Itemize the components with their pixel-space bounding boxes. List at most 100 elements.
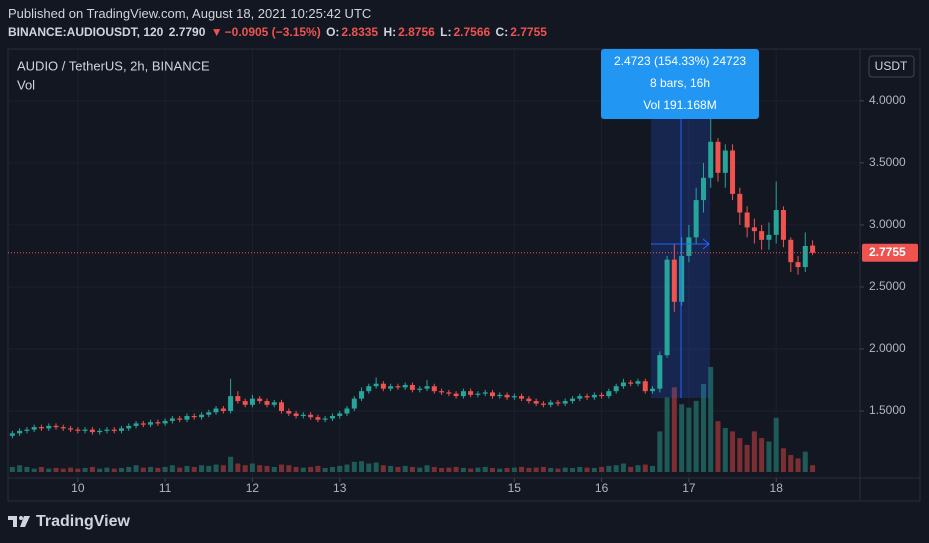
volume-bar bbox=[489, 467, 495, 472]
candle-body bbox=[9, 433, 15, 436]
volume-bar bbox=[686, 407, 692, 472]
volume-bar bbox=[759, 438, 765, 472]
volume-bar bbox=[9, 466, 15, 472]
volume-bar bbox=[417, 467, 423, 472]
volume-bar bbox=[795, 458, 801, 472]
x-tick-label: 17 bbox=[682, 481, 696, 495]
volume-bar bbox=[540, 466, 546, 472]
volume-bar bbox=[424, 465, 430, 472]
volume-bar bbox=[97, 468, 103, 472]
volume-bar bbox=[562, 467, 568, 472]
candle-body bbox=[97, 430, 103, 433]
candle-body bbox=[286, 411, 292, 414]
candle-body bbox=[366, 386, 372, 392]
volume-bar bbox=[31, 468, 37, 472]
candle-body bbox=[642, 381, 648, 392]
volume-bar bbox=[628, 466, 634, 472]
volume-bar bbox=[46, 468, 52, 472]
candle-body bbox=[38, 427, 44, 429]
volume-bar bbox=[220, 465, 226, 472]
candle-body bbox=[737, 193, 743, 213]
volume-bar bbox=[133, 465, 139, 472]
volume-bar bbox=[206, 465, 212, 472]
y-tick-label: 3.5000 bbox=[869, 155, 906, 169]
candle-body bbox=[308, 414, 314, 418]
currency-button[interactable] bbox=[868, 55, 915, 78]
change: −0.0905 (−3.15%) bbox=[224, 25, 321, 39]
volume-bar bbox=[68, 467, 74, 472]
volume-bar bbox=[453, 466, 459, 472]
candle-body bbox=[628, 382, 634, 384]
volume-bar bbox=[599, 466, 605, 472]
candle-body bbox=[759, 231, 765, 240]
volume-bar bbox=[635, 465, 641, 472]
volume-bar bbox=[126, 466, 132, 472]
volume-bar bbox=[504, 467, 510, 472]
volume-legend: Vol bbox=[17, 77, 35, 92]
candle-body bbox=[162, 420, 168, 424]
candle-body bbox=[664, 259, 670, 356]
candle-body bbox=[359, 391, 365, 399]
volume-bar bbox=[17, 465, 23, 472]
volume-bar bbox=[104, 467, 110, 472]
candle-body bbox=[686, 237, 692, 256]
candle-body bbox=[657, 355, 663, 389]
measure-text: 8 bars, 16h bbox=[650, 76, 710, 90]
currency-label[interactable]: USDT bbox=[875, 59, 908, 73]
volume-bar bbox=[649, 465, 655, 472]
candle-body bbox=[519, 396, 525, 399]
volume-bar bbox=[177, 467, 183, 472]
candle-body bbox=[213, 408, 219, 413]
candle-body bbox=[715, 141, 721, 173]
candle-body bbox=[679, 255, 685, 302]
logo-mark bbox=[20, 516, 30, 527]
volume-bar bbox=[577, 466, 583, 472]
volume-bar bbox=[155, 467, 161, 472]
x-tick-label: 18 bbox=[770, 481, 784, 495]
volume-bar bbox=[264, 465, 270, 472]
volume-bar bbox=[671, 387, 677, 472]
candle-body bbox=[184, 415, 190, 420]
close-label: C: bbox=[495, 25, 509, 39]
candle-body bbox=[555, 402, 561, 404]
volume-bar bbox=[184, 465, 190, 472]
volume-bar bbox=[737, 438, 743, 472]
candle-body bbox=[89, 429, 95, 433]
candle-body bbox=[540, 403, 546, 405]
candle-body bbox=[613, 386, 619, 392]
candle-body bbox=[795, 262, 801, 268]
volume-bar bbox=[642, 464, 648, 472]
candle-body bbox=[278, 402, 284, 412]
candle-body bbox=[489, 392, 495, 397]
volume-bar bbox=[191, 466, 197, 472]
candle-body bbox=[315, 417, 321, 420]
candle-body bbox=[708, 141, 714, 178]
logo-text: TradingView bbox=[36, 513, 131, 530]
volume-bar bbox=[199, 465, 205, 472]
candle-body bbox=[417, 388, 423, 390]
high-label: H: bbox=[383, 25, 397, 39]
volume-bar bbox=[366, 463, 372, 472]
open: 2.8335 bbox=[341, 25, 379, 39]
candle-body bbox=[649, 388, 655, 392]
volume-bar bbox=[242, 465, 248, 472]
candle-body bbox=[584, 396, 590, 398]
candle-body bbox=[577, 396, 583, 399]
candle-body bbox=[337, 413, 343, 416]
volume-bar bbox=[526, 467, 532, 472]
candle-body bbox=[155, 422, 161, 424]
volume-bar bbox=[475, 467, 481, 472]
volume-bar bbox=[693, 400, 699, 472]
volume-bar bbox=[111, 468, 117, 472]
candle-body bbox=[722, 150, 728, 173]
volume-bar bbox=[533, 467, 539, 472]
y-tick-label: 2.0000 bbox=[869, 341, 906, 355]
published-note: Published on TradingView.com, August 18,… bbox=[8, 6, 372, 21]
volume-bar bbox=[766, 441, 772, 472]
candle-body bbox=[773, 210, 779, 235]
volume-bar bbox=[286, 465, 292, 472]
volume-bar bbox=[293, 466, 299, 472]
candle-body bbox=[744, 212, 750, 228]
volume-bar bbox=[315, 465, 321, 472]
